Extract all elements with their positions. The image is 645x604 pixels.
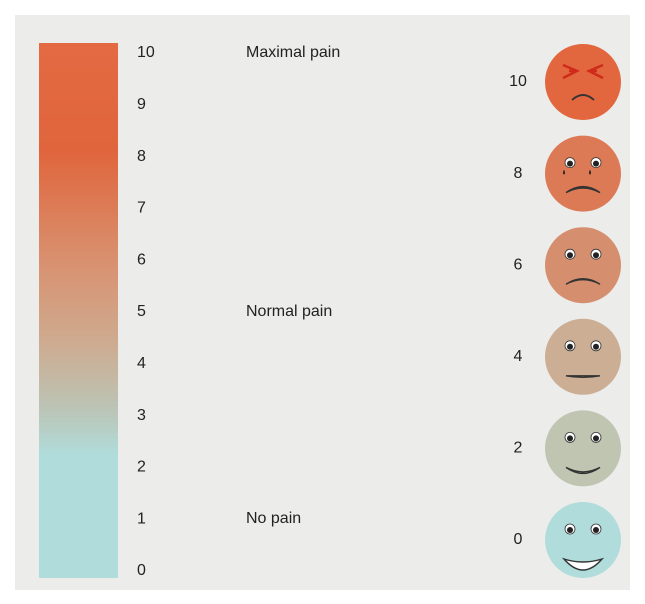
face-circle [545, 227, 621, 304]
eye [562, 63, 580, 80]
pupil [567, 435, 573, 442]
pupil [567, 343, 573, 350]
face: 8 [514, 135, 621, 212]
face-circle [545, 44, 621, 120]
pupil [567, 160, 573, 167]
tear [589, 169, 591, 175]
pupil [593, 160, 599, 167]
descriptor: Maximal pain [246, 44, 340, 61]
pupil [593, 343, 599, 350]
eye [586, 63, 604, 80]
face-label: 6 [514, 256, 523, 273]
face-label: 0 [514, 531, 523, 548]
pupil [593, 252, 599, 259]
scale-label: 8 [137, 148, 146, 165]
face: 6 [514, 227, 621, 304]
face-label: 8 [514, 165, 523, 182]
face: 4 [514, 318, 621, 395]
face: 0 [514, 502, 621, 578]
tear [563, 169, 565, 175]
face-label: 10 [509, 73, 527, 90]
descriptor: Normal pain [246, 303, 332, 320]
face: 2 [514, 410, 621, 487]
mouth [561, 557, 605, 571]
scale-label: 1 [137, 510, 146, 527]
face: 10 [509, 44, 621, 120]
scale-label: 6 [137, 251, 146, 268]
scale-label: 10 [137, 44, 155, 61]
scale-label: 9 [137, 96, 146, 113]
scale-label: 2 [137, 459, 146, 476]
mouth [565, 466, 601, 475]
face-circle [545, 318, 621, 395]
gradient-bar [39, 43, 118, 578]
pupil [593, 527, 599, 533]
scale-label: 5 [137, 303, 146, 320]
mouth [565, 185, 601, 194]
scale-label: 0 [137, 562, 146, 579]
mouth [565, 375, 601, 378]
mouth [571, 94, 595, 101]
face-label: 4 [514, 348, 523, 365]
mouth [565, 278, 601, 285]
scale-label: 3 [137, 407, 146, 424]
pupil [567, 252, 573, 259]
scale-label: 7 [137, 200, 146, 217]
face-circle [545, 135, 621, 212]
face-label: 2 [514, 440, 523, 457]
pupil [567, 527, 573, 533]
face-circle [545, 410, 621, 487]
descriptor: No pain [246, 510, 301, 527]
pupil [593, 435, 599, 442]
scale-label: 4 [137, 355, 146, 372]
